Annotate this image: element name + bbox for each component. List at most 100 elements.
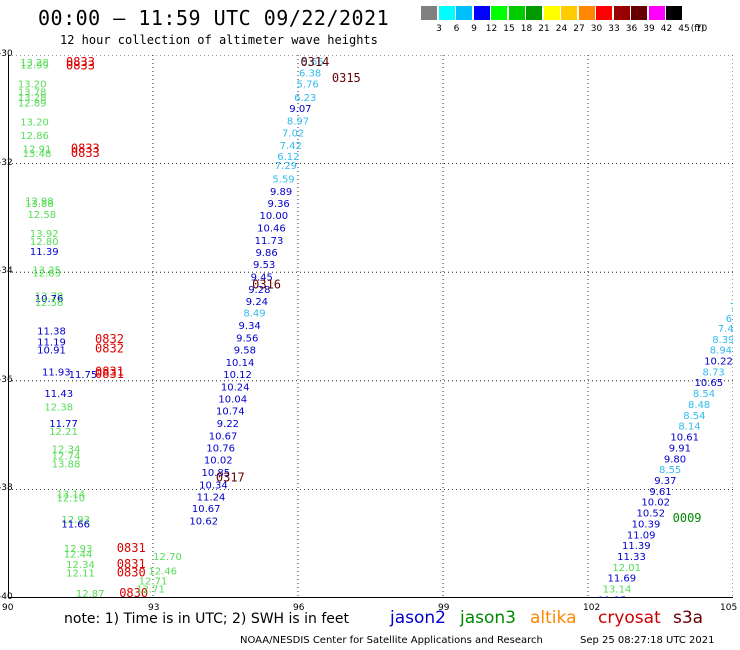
scale-tick-label: 18 xyxy=(520,24,533,34)
y-tick-label: -30 xyxy=(0,49,13,59)
wave-height-label: 13.20 xyxy=(20,118,49,129)
wave-height-label: 6.12 xyxy=(277,152,299,163)
wave-height-label: 12.46 xyxy=(148,567,177,578)
map-title: 00:00 – 11:59 UTC 09/22/2021 xyxy=(38,6,390,30)
wave-height-label: 12.83 xyxy=(32,269,61,280)
wave-height-label: 7 xyxy=(730,302,733,313)
scale-tick-label: 12 xyxy=(485,24,498,34)
wave-height-label: 10.24 xyxy=(221,383,250,394)
x-tick-label: 90 xyxy=(2,603,14,613)
wave-height-label: 13.14 xyxy=(603,585,632,596)
legend-s3a: s3a xyxy=(673,608,704,628)
wave-height-label: 10.04 xyxy=(218,395,247,406)
wave-height-label: 9.36 xyxy=(268,199,290,210)
wave-height-label: 13.78 xyxy=(35,291,64,302)
pass-time-label: 0833 xyxy=(66,55,95,69)
scale-swatch xyxy=(578,6,595,20)
scale-swatch xyxy=(543,6,560,20)
wave-height-label: 12.21 xyxy=(49,427,78,438)
wave-height-label: 10.12 xyxy=(223,370,252,381)
wave-height-label: 13.88 xyxy=(25,199,54,210)
wave-height-label: 11.33 xyxy=(617,552,646,563)
wave-height-label: 12.71 xyxy=(139,576,168,587)
wave-height-label: 11.75 xyxy=(69,370,98,381)
x-tick-label: 105 xyxy=(720,603,738,613)
wave-height-label: 12.80 xyxy=(30,237,59,248)
pass-time-label: 0831 xyxy=(117,541,146,555)
scale-swatch xyxy=(421,6,437,20)
wave-height-label: 9.34 xyxy=(239,321,261,332)
wave-height-label: 10.76 xyxy=(35,294,64,305)
footer-agency: NOAA/NESDIS Center for Satellite Applica… xyxy=(240,635,543,646)
scale-tick-label: 42 xyxy=(660,24,673,34)
wave-height-label: 8.94 xyxy=(710,346,732,357)
wave-height-label: 9.86 xyxy=(255,248,277,259)
wave-height-label: 12.91 xyxy=(23,145,52,156)
scale-tick-label: 33 xyxy=(608,24,620,34)
pass-time-label: 0832 xyxy=(95,342,124,356)
wave-height-label: 9.28 xyxy=(248,285,270,296)
legend-altika: altika xyxy=(530,608,577,628)
wave-height-label: 12.87 xyxy=(76,589,105,598)
wave-height-label: 9.56 xyxy=(236,334,258,345)
wave-height-label: 13.78 xyxy=(18,88,47,99)
pass-time-label: 0317 xyxy=(216,470,245,484)
wave-height-label: 10.00 xyxy=(260,211,289,222)
pass-time-label: 0315 xyxy=(332,71,361,85)
wave-height-label: 12.10 xyxy=(57,493,86,504)
wave-height-label: 12.11 xyxy=(66,568,95,579)
scale-tick-label: 24 xyxy=(555,24,568,34)
wave-height-label: 8.39 xyxy=(712,335,733,346)
wave-height-label: 5.66 xyxy=(301,57,323,68)
wave-height-label: 11.24 xyxy=(197,492,226,503)
pass-time-label: 0832 xyxy=(95,332,124,346)
pass-time-label: 0830 xyxy=(119,586,148,598)
scale-tick-label: 39 xyxy=(643,24,655,34)
wave-height-label: 12.71 xyxy=(136,585,165,596)
wave-height-label: 11.77 xyxy=(49,419,78,430)
wave-height-label: 13.28 xyxy=(18,93,47,104)
wave-height-label: 11.93 xyxy=(42,367,71,378)
wave-height-label: 13.14 xyxy=(57,490,86,501)
wave-height-label: 12.34 xyxy=(52,444,81,455)
wave-height-label: 6.38 xyxy=(299,69,321,80)
wave-height-label: 9.80 xyxy=(664,454,686,465)
wave-height-label: 12.70 xyxy=(153,552,182,563)
wave-height-label: 12.86 xyxy=(20,131,49,142)
map-plot: 13.28 12.99 0833 0833 13.20 13.78 13.28 12.89 13… xyxy=(8,55,733,598)
wave-height-label: 12.01 xyxy=(612,563,641,574)
scale-tick-label: 45 xyxy=(678,24,690,34)
wave-height-label: 8.14 xyxy=(678,422,700,433)
pass-time-label: 0831 xyxy=(117,557,146,571)
scale-swatch xyxy=(666,6,682,20)
wave-height-label: 13.92 xyxy=(30,229,59,240)
pass-time-label: 0833 xyxy=(71,146,100,160)
wave-height-label: 10.67 xyxy=(192,504,221,515)
wave-height-label: 11.25 xyxy=(598,595,627,598)
scale-swatch xyxy=(438,6,455,20)
wave-height-label: 12.56 xyxy=(35,298,64,309)
pass-time-label: 0833 xyxy=(66,59,95,73)
wave-height-label: 11.39 xyxy=(622,541,651,552)
wave-height-label: 10.91 xyxy=(37,346,66,357)
wave-height-label: 10.39 xyxy=(632,519,661,530)
wave-height-label: 7.02 xyxy=(282,128,304,139)
scale-tick-label: 15 xyxy=(503,24,515,34)
wave-height-label: 9.45 xyxy=(251,272,273,283)
wave-height-label: 12.99 xyxy=(20,61,49,72)
scale-tick-label: 21 xyxy=(538,24,550,34)
scale-swatch xyxy=(508,6,525,20)
legend-cryosat: cryosat xyxy=(598,608,661,628)
pass-time-label: 0831 xyxy=(95,367,124,381)
wave-height-label: 11.69 xyxy=(608,574,637,585)
wave-height-label: 10.61 xyxy=(670,433,699,444)
wave-height-label: 8.49 xyxy=(243,309,265,320)
wave-height-label: 5.76 xyxy=(297,80,319,91)
scale-tick-label: 30 xyxy=(590,24,603,34)
pass-time-label: 0314 xyxy=(300,55,329,69)
wave-height-label: 11.09 xyxy=(627,530,656,541)
scale-swatch xyxy=(596,6,612,20)
wave-height-label: 12.38 xyxy=(44,403,73,414)
scale-tick-label: 70 xyxy=(695,24,708,34)
wave-height-label: 5.59 xyxy=(272,175,294,186)
